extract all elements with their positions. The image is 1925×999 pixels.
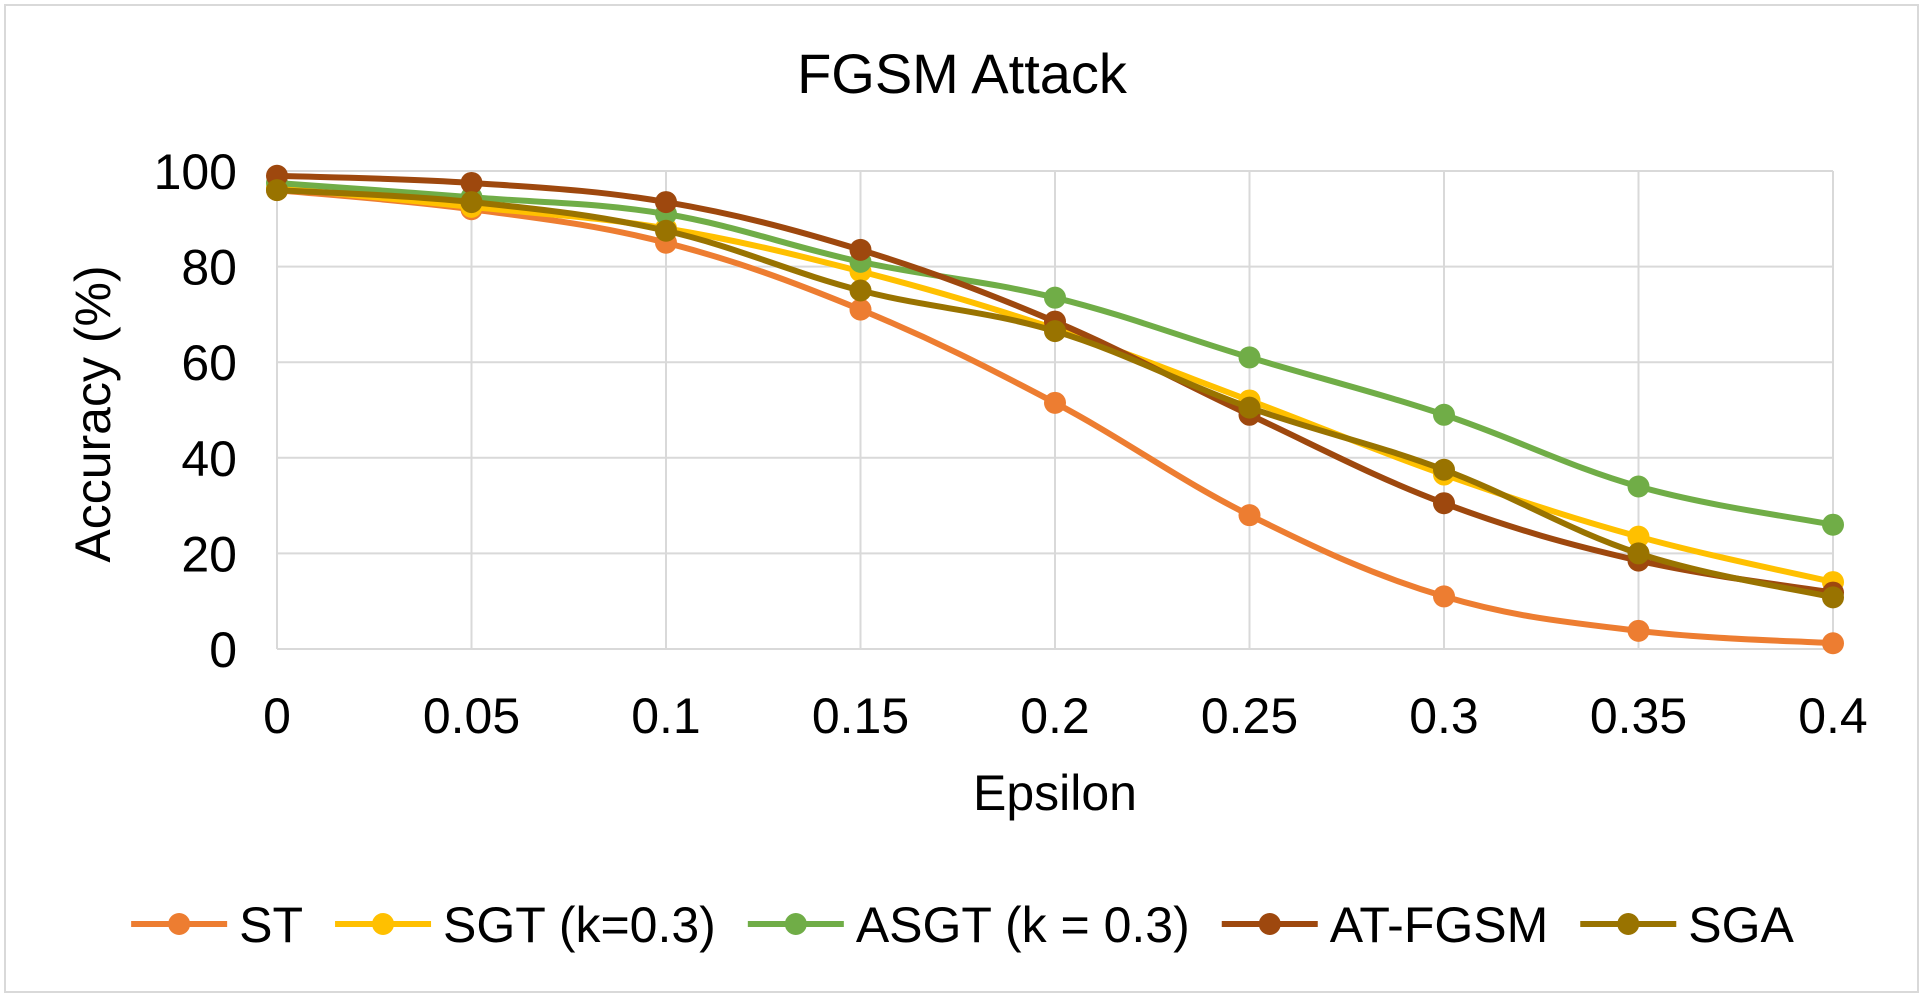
legend-label-at-fgsm: AT-FGSM [1330, 897, 1549, 953]
data-point-sga-0.05 [460, 191, 483, 214]
data-point-sgt-k-0-3-0.35 [1627, 525, 1650, 548]
data-point-asgt-k-0-3-0.35 [1627, 475, 1650, 498]
y-tick-label-0: 0 [209, 622, 237, 678]
y-tick-label-60: 60 [181, 335, 237, 391]
data-point-sga-0 [266, 179, 288, 202]
x-tick-label-0.1: 0.1 [631, 688, 701, 744]
y-tick-label-40: 40 [181, 431, 237, 487]
data-point-st-0.15 [849, 298, 872, 321]
legend-marker-asgt-k-0-3 [784, 913, 807, 935]
data-point-sga-0.2 [1044, 320, 1066, 343]
legend-marker-at-fgsm [1258, 913, 1281, 935]
data-point-at-fgsm-0.1 [655, 191, 677, 214]
chart-title: FGSM Attack [797, 42, 1128, 105]
chart-frame [4, 4, 1919, 993]
data-point-at-fgsm-0.3 [1433, 492, 1455, 515]
data-point-at-fgsm-0.05 [460, 171, 483, 194]
x-tick-label-0.25: 0.25 [1201, 688, 1298, 744]
x-tick-label-0.15: 0.15 [812, 688, 909, 744]
data-point-asgt-k-0-3-0.2 [1044, 286, 1066, 309]
data-point-st-0.25 [1238, 504, 1261, 527]
series-sga [266, 179, 1844, 609]
data-point-at-fgsm-0.15 [849, 238, 872, 261]
legend-item-sga: SGA [1580, 897, 1795, 953]
legend: ST SGT (k=0.3) ASGT (k = 0.3) AT-FGSM SGA [131, 897, 1795, 953]
data-point-sga-0.35 [1627, 542, 1650, 565]
y-axis-label: Accuracy (%) [65, 265, 121, 562]
x-tick-label-0: 0 [263, 688, 291, 744]
series-layer [266, 164, 1844, 655]
legend-item-sgt-k-0-3: SGT (k=0.3) [335, 897, 716, 953]
legend-item-at-fgsm: AT-FGSM [1221, 897, 1549, 953]
legend-item-st: ST [131, 897, 303, 953]
legend-marker-sgt-k-0-3 [372, 913, 395, 935]
legend-label-asgt-k-0-3: ASGT (k = 0.3) [856, 897, 1190, 953]
legend-label-st: ST [239, 897, 303, 953]
y-tick-label-80: 80 [181, 240, 237, 296]
data-point-asgt-k-0-3-0.3 [1433, 403, 1455, 426]
x-tick-label-0.35: 0.35 [1590, 688, 1687, 744]
data-point-sga-0.25 [1238, 396, 1261, 419]
x-axis-label: Epsilon [973, 765, 1137, 821]
legend-marker-st [168, 913, 191, 935]
data-point-sga-0.4 [1822, 586, 1844, 609]
y-tick-label-20: 20 [181, 526, 237, 582]
data-point-asgt-k-0-3-0.25 [1238, 346, 1261, 369]
data-point-st-0.2 [1044, 391, 1066, 414]
data-point-st-0.4 [1822, 632, 1844, 655]
axis-layer: 0 20 40 60 80 100 0 0.05 0.1 0.15 0.2 0.25 0.3 0.35 0.… [154, 144, 1868, 744]
legend-item-asgt-k-0-3: ASGT (k = 0.3) [747, 897, 1190, 953]
x-tick-label-0.05: 0.05 [423, 688, 520, 744]
x-tick-label-0.2: 0.2 [1020, 688, 1090, 744]
data-point-asgt-k-0-3-0.4 [1822, 513, 1844, 536]
data-point-sga-0.3 [1433, 458, 1455, 481]
x-tick-label-0.3: 0.3 [1409, 688, 1479, 744]
data-point-st-0.35 [1627, 619, 1650, 642]
y-tick-label-100: 100 [154, 144, 237, 200]
legend-label-sgt-k-0-3: SGT (k=0.3) [443, 897, 716, 953]
x-tick-label-0.4: 0.4 [1798, 688, 1868, 744]
data-point-sga-0.15 [849, 279, 872, 302]
legend-label-sga: SGA [1688, 897, 1794, 953]
data-point-sga-0.1 [655, 219, 677, 242]
data-point-st-0.3 [1433, 585, 1455, 608]
legend-marker-sga [1617, 913, 1640, 935]
